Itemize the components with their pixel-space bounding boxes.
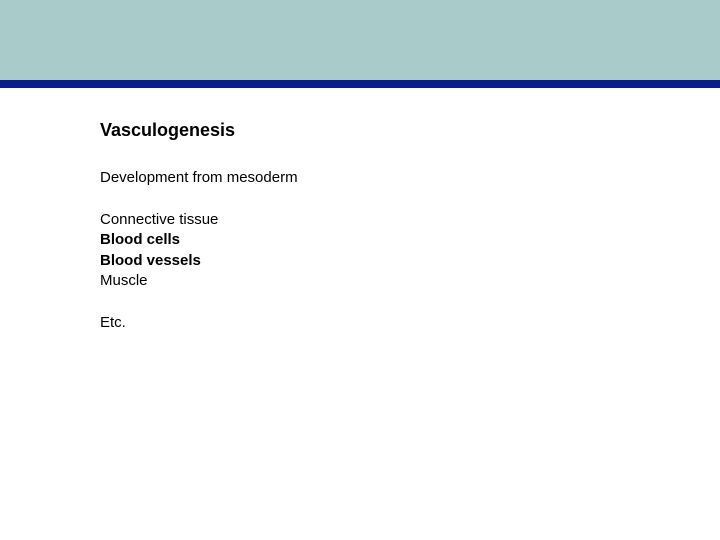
footer-text: Etc. (100, 313, 720, 333)
list-item: Blood cells (100, 230, 720, 250)
header-band (0, 0, 720, 80)
list-item: Connective tissue (100, 210, 720, 230)
header-divider (0, 80, 720, 88)
slide-content: Vasculogenesis Development from mesoderm… (0, 88, 720, 333)
list-item: Blood vessels (100, 251, 720, 271)
list-item: Muscle (100, 271, 720, 291)
spacer (100, 291, 720, 313)
slide-subtitle: Development from mesoderm (100, 169, 720, 186)
slide-title: Vasculogenesis (100, 120, 720, 141)
